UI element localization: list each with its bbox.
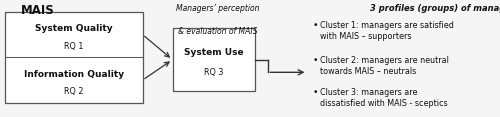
Text: •: • (312, 56, 318, 65)
Text: Cluster 3: managers are
dissatisfied with MAIS - sceptics: Cluster 3: managers are dissatisfied wit… (320, 88, 448, 108)
Text: MAIS: MAIS (20, 4, 54, 16)
Text: & evaluation of MAIS: & evaluation of MAIS (178, 27, 257, 36)
Text: RQ 3: RQ 3 (204, 68, 224, 77)
Text: Cluster 1: managers are satisfied
with MAIS – supporters: Cluster 1: managers are satisfied with M… (320, 21, 454, 41)
Text: •: • (312, 88, 318, 97)
Text: System Quality: System Quality (35, 24, 112, 33)
Bar (5, 12, 142, 103)
Bar (172, 28, 255, 91)
Text: Cluster 2: managers are neutral
towards MAIS – neutrals: Cluster 2: managers are neutral towards … (320, 56, 449, 76)
Text: System Use: System Use (184, 48, 244, 57)
Text: •: • (312, 21, 318, 30)
Text: 3 profiles (groups) of managers: 3 profiles (groups) of managers (370, 4, 500, 13)
Text: Managers’ perception: Managers’ perception (176, 4, 259, 13)
Text: RQ 2: RQ 2 (64, 87, 84, 96)
Text: Information Quality: Information Quality (24, 70, 124, 79)
Text: RQ 1: RQ 1 (64, 42, 84, 51)
